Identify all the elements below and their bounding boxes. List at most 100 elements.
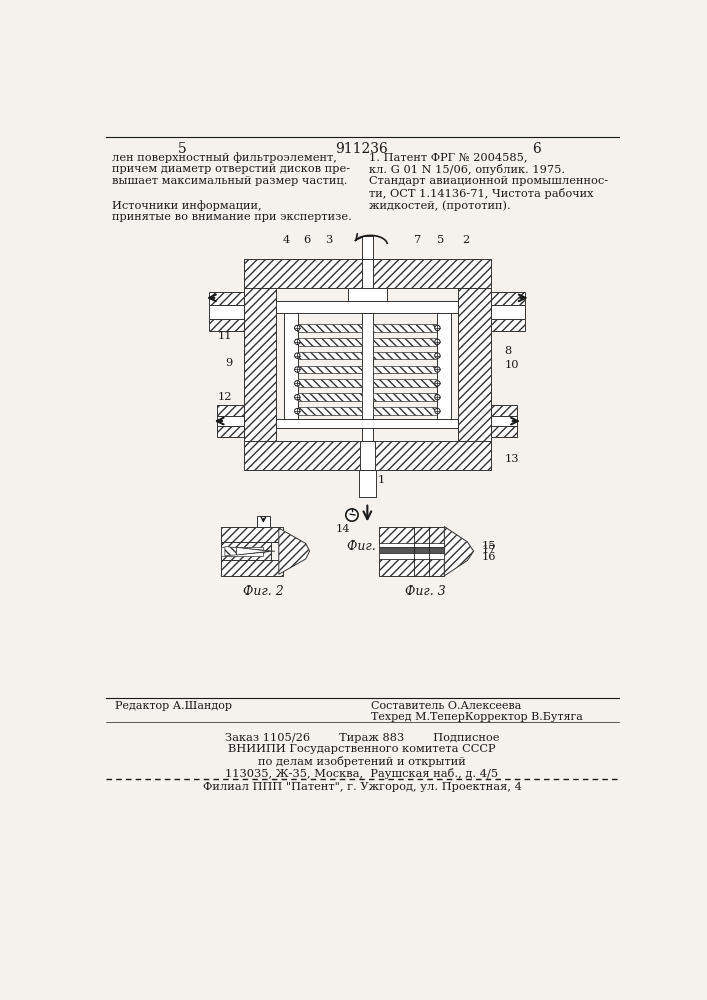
Bar xyxy=(298,407,362,415)
Bar xyxy=(298,338,362,346)
Bar xyxy=(373,407,437,415)
Text: причем диаметр отверстий дисков пре-: причем диаметр отверстий дисков пре- xyxy=(112,164,350,174)
Text: лен поверхностный фильтроэлемент,: лен поверхностный фильтроэлемент, xyxy=(112,152,337,163)
Bar xyxy=(491,292,525,305)
Bar xyxy=(379,547,444,553)
Bar xyxy=(209,292,244,305)
Bar xyxy=(362,259,373,288)
Bar xyxy=(217,405,244,416)
Bar xyxy=(244,288,276,441)
Bar xyxy=(379,543,444,547)
Text: 16: 16 xyxy=(481,552,496,562)
Bar xyxy=(284,312,298,419)
Bar xyxy=(298,366,362,373)
Text: ти, ОСТ 1.14136-71, Чистота рабочих: ти, ОСТ 1.14136-71, Чистота рабочих xyxy=(369,188,593,199)
Text: 13: 13 xyxy=(504,454,519,464)
Bar xyxy=(379,559,444,576)
Bar xyxy=(458,288,491,441)
Text: 113035, Ж-35, Москва,  Раушская наб., д. 4/5: 113035, Ж-35, Москва, Раушская наб., д. … xyxy=(226,768,498,779)
Text: 7: 7 xyxy=(414,235,421,245)
Text: Заказ 1105/26        Тираж 883        Подписное: Заказ 1105/26 Тираж 883 Подписное xyxy=(225,733,499,743)
Text: 911236: 911236 xyxy=(336,142,388,156)
Text: 5: 5 xyxy=(178,142,187,156)
Text: Филиал ППП "Патент", г. Ужгород, ул. Проектная, 4: Филиал ППП "Патент", г. Ужгород, ул. Про… xyxy=(202,782,521,792)
Text: 10: 10 xyxy=(504,360,519,370)
Circle shape xyxy=(295,339,300,344)
Bar xyxy=(491,426,518,437)
Bar xyxy=(209,305,244,319)
Text: 8: 8 xyxy=(504,346,512,356)
Bar xyxy=(373,366,437,373)
Text: Фиг. 3: Фиг. 3 xyxy=(404,585,445,598)
Bar xyxy=(298,324,362,332)
Text: 1: 1 xyxy=(378,475,385,485)
Text: кл. G 01 N 15/06, опублик. 1975.: кл. G 01 N 15/06, опублик. 1975. xyxy=(369,164,565,175)
Bar xyxy=(244,259,491,288)
Bar xyxy=(373,352,437,359)
Text: 6: 6 xyxy=(304,235,311,245)
Text: 1. Патент ФРГ № 2004585,: 1. Патент ФРГ № 2004585, xyxy=(369,152,527,162)
Bar xyxy=(437,312,450,419)
Bar xyxy=(221,560,283,576)
Text: 11: 11 xyxy=(218,331,233,341)
Text: 6: 6 xyxy=(532,142,541,156)
Text: 17: 17 xyxy=(481,545,496,555)
Text: принятые во внимание при экспертизе.: принятые во внимание при экспертизе. xyxy=(112,212,351,222)
Bar xyxy=(491,319,525,331)
Text: 14: 14 xyxy=(335,524,350,534)
Text: Источники информации,: Источники информации, xyxy=(112,200,262,211)
Bar xyxy=(257,516,269,527)
Bar xyxy=(491,416,518,426)
Bar xyxy=(373,379,437,387)
Text: Стандарт авиационной промышленнос-: Стандарт авиационной промышленнос- xyxy=(369,176,608,186)
Text: Редактор А.Шандор: Редактор А.Шандор xyxy=(115,701,232,711)
Polygon shape xyxy=(225,547,275,556)
Circle shape xyxy=(346,509,358,521)
Circle shape xyxy=(435,367,440,372)
Circle shape xyxy=(295,353,300,358)
Text: Фиг. 2: Фиг. 2 xyxy=(243,585,284,598)
Bar xyxy=(360,441,375,470)
Circle shape xyxy=(295,367,300,372)
Bar xyxy=(362,235,373,259)
Bar xyxy=(491,305,525,319)
Bar xyxy=(373,324,437,332)
Bar xyxy=(221,542,271,560)
Text: по делам изобретений и открытий: по делам изобретений и открытий xyxy=(258,756,466,767)
Circle shape xyxy=(295,325,300,331)
Bar xyxy=(217,416,244,426)
Circle shape xyxy=(435,339,440,344)
Circle shape xyxy=(435,353,440,358)
Text: Техред М.ТеперКорректор В.Бутяга: Техред М.ТеперКорректор В.Бутяга xyxy=(371,712,583,722)
Text: 15: 15 xyxy=(481,541,496,551)
Circle shape xyxy=(295,408,300,414)
Bar xyxy=(276,301,458,312)
Text: ВНИИПИ Государственного комитета СССР: ВНИИПИ Государственного комитета СССР xyxy=(228,744,496,754)
Text: 9: 9 xyxy=(226,358,233,368)
Circle shape xyxy=(435,408,440,414)
Text: вышает максимальный размер частиц.: вышает максимальный размер частиц. xyxy=(112,176,347,186)
Bar xyxy=(348,288,387,301)
Bar xyxy=(217,426,244,437)
Circle shape xyxy=(435,381,440,386)
Bar xyxy=(298,352,362,359)
Bar xyxy=(244,441,491,470)
Text: 3: 3 xyxy=(325,235,332,245)
Bar xyxy=(362,288,373,441)
Circle shape xyxy=(295,381,300,386)
Polygon shape xyxy=(279,528,310,574)
Bar xyxy=(209,319,244,331)
Bar xyxy=(359,470,376,497)
Circle shape xyxy=(435,395,440,400)
Bar xyxy=(298,379,362,387)
Bar xyxy=(491,405,518,416)
Circle shape xyxy=(295,395,300,400)
Text: 4: 4 xyxy=(283,235,290,245)
Text: 2: 2 xyxy=(462,235,469,245)
Bar xyxy=(373,393,437,401)
Polygon shape xyxy=(444,527,474,576)
Bar xyxy=(221,527,283,542)
Bar xyxy=(373,338,437,346)
Bar xyxy=(298,393,362,401)
Bar xyxy=(276,419,458,428)
